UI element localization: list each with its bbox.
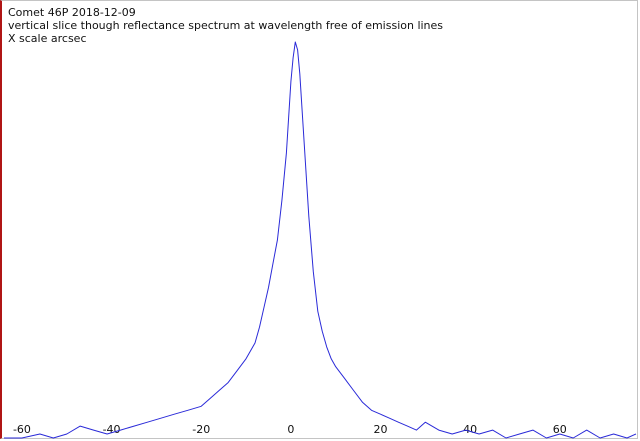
series-line <box>4 41 637 439</box>
x-tick-label: -60 <box>13 423 31 436</box>
x-axis-label: X scale arcsec <box>8 32 87 45</box>
x-tick-label: 20 <box>374 423 388 436</box>
x-tick-label: 40 <box>463 423 477 436</box>
x-tick-label: 60 <box>553 423 567 436</box>
chart-subtitle: vertical slice though reflectance spectr… <box>8 19 444 32</box>
x-tick-label: -20 <box>192 423 210 436</box>
x-tick-label: 0 <box>287 423 294 436</box>
title-block: Comet 46P 2018-12-09 vertical slice thou… <box>8 6 443 45</box>
chart-title: Comet 46P 2018-12-09 <box>8 6 136 19</box>
x-tick-label: -40 <box>103 423 121 436</box>
